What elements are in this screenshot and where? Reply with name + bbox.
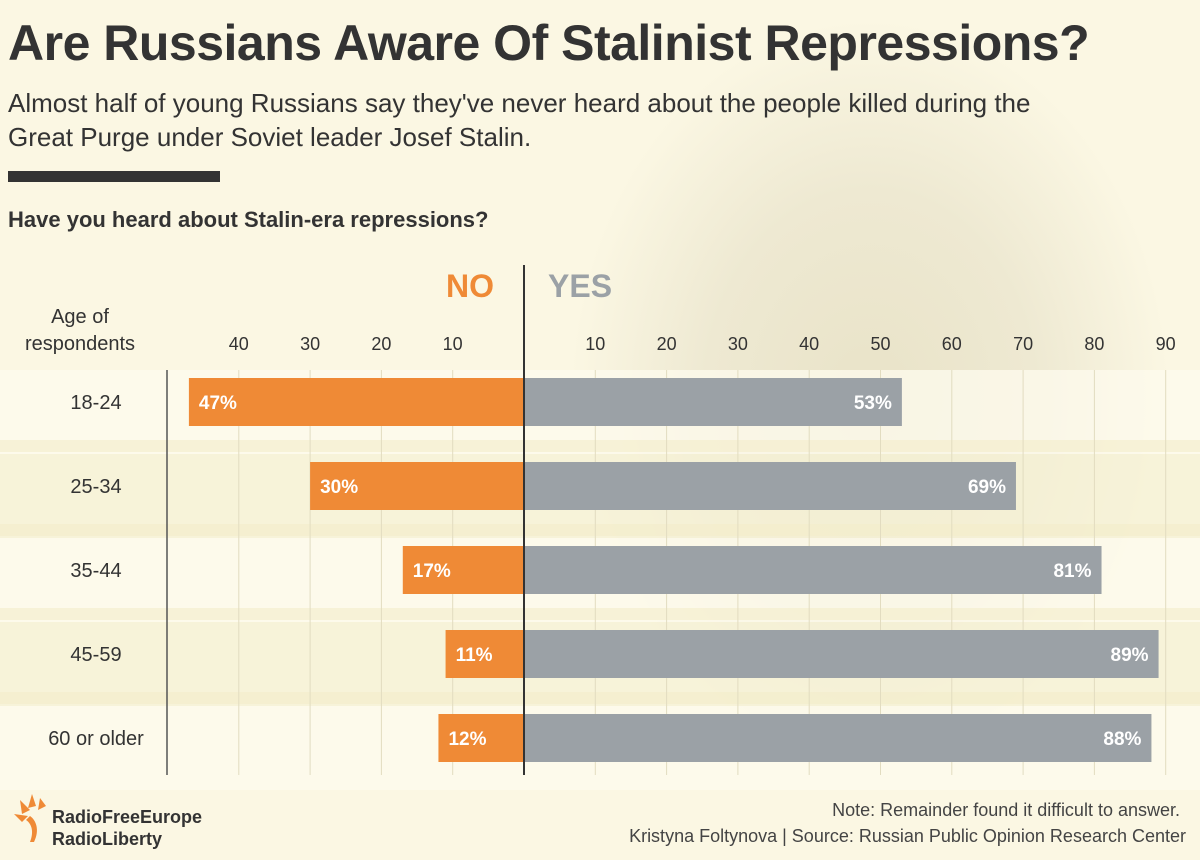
tick-label-yes: 70 [1013, 334, 1033, 354]
tick-label-yes: 80 [1084, 334, 1104, 354]
tick-label-yes: 20 [657, 334, 677, 354]
tick-label-no: 40 [229, 334, 249, 354]
rferl-logo-icon [14, 794, 46, 842]
yes-side-label: YES [548, 268, 613, 304]
bar-yes [524, 630, 1159, 678]
chart-question: Have you heard about Stalin-era repressi… [8, 207, 489, 232]
tick-label-yes: 60 [942, 334, 962, 354]
axis-title-line2: respondents [24, 333, 136, 355]
bar-yes [524, 378, 902, 426]
tick-label-yes: 30 [728, 334, 748, 354]
category-label: 18-24 [70, 392, 121, 414]
bar-yes [524, 714, 1152, 762]
bar-no [310, 462, 524, 510]
data-label-yes: 89% [1111, 645, 1149, 666]
data-label-yes: 88% [1103, 729, 1141, 750]
logo-line-1: RadioFreeEurope [52, 807, 203, 827]
data-label-no: 12% [448, 729, 486, 750]
data-label-yes: 53% [854, 393, 892, 414]
tick-label-yes: 50 [870, 334, 890, 354]
category-label: 35-44 [70, 560, 121, 582]
tick-label-yes: 90 [1156, 334, 1176, 354]
data-label-yes: 69% [968, 477, 1006, 498]
bar-yes [524, 462, 1016, 510]
category-label: 25-34 [70, 476, 121, 498]
data-label-no: 30% [320, 477, 358, 498]
axis-title: Age of respondents [10, 304, 150, 358]
row-separator [0, 692, 1200, 704]
logo-line-2: RadioLiberty [52, 829, 163, 849]
data-label-no: 11% [456, 645, 493, 666]
bar-no [402, 546, 524, 594]
row-separator [0, 608, 1200, 620]
page-title: Are Russians Aware Of Stalinist Repressi… [8, 15, 1090, 71]
data-label-no: 17% [413, 561, 451, 582]
tick-label-no: 30 [300, 334, 320, 354]
row-separator [0, 440, 1200, 452]
subtitle: Almost half of young Russians say they'v… [8, 88, 1031, 152]
tick-label-no: 10 [443, 334, 463, 354]
logo-text: RadioFreeEurope RadioLiberty [52, 806, 202, 850]
row-separator [0, 524, 1200, 536]
tick-label-no: 20 [371, 334, 391, 354]
category-label: 60 or older [48, 728, 144, 750]
bar-no [438, 714, 524, 762]
bar-yes [524, 546, 1102, 594]
bar-no [188, 378, 524, 426]
bar-no [445, 630, 524, 678]
data-label-yes: 81% [1053, 561, 1091, 582]
no-side-label: NO [446, 268, 494, 304]
tick-label-yes: 10 [585, 334, 605, 354]
data-label-no: 47% [199, 393, 237, 414]
axis-title-line1: Age of [51, 306, 109, 328]
footnote: Note: Remainder found it difficult to an… [832, 800, 1180, 820]
title-divider [8, 171, 220, 182]
source-credit: Kristyna Foltynova | Source: Russian Pub… [629, 826, 1186, 846]
tick-label-yes: 40 [799, 334, 819, 354]
category-label: 45-59 [70, 644, 121, 666]
